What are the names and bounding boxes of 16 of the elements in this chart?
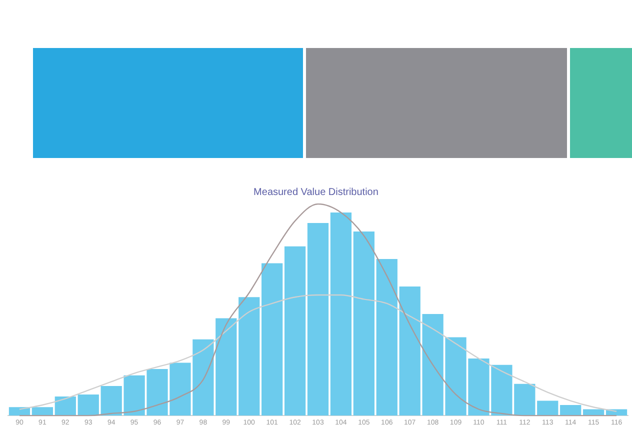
bar: [238, 297, 260, 416]
bar: [78, 394, 99, 416]
bar: [399, 286, 420, 416]
bar: [330, 212, 352, 416]
bar: [32, 407, 54, 416]
chart-title: Measured Value Distribution: [252, 187, 380, 198]
bar: [560, 405, 582, 416]
bar: [537, 400, 558, 416]
bar: [376, 259, 398, 416]
bar: [216, 318, 237, 416]
bar: [353, 232, 374, 416]
bar: [307, 223, 329, 416]
bar: [284, 246, 306, 416]
bar: [262, 263, 283, 416]
bar: [8, 407, 30, 416]
bar: [54, 396, 76, 416]
